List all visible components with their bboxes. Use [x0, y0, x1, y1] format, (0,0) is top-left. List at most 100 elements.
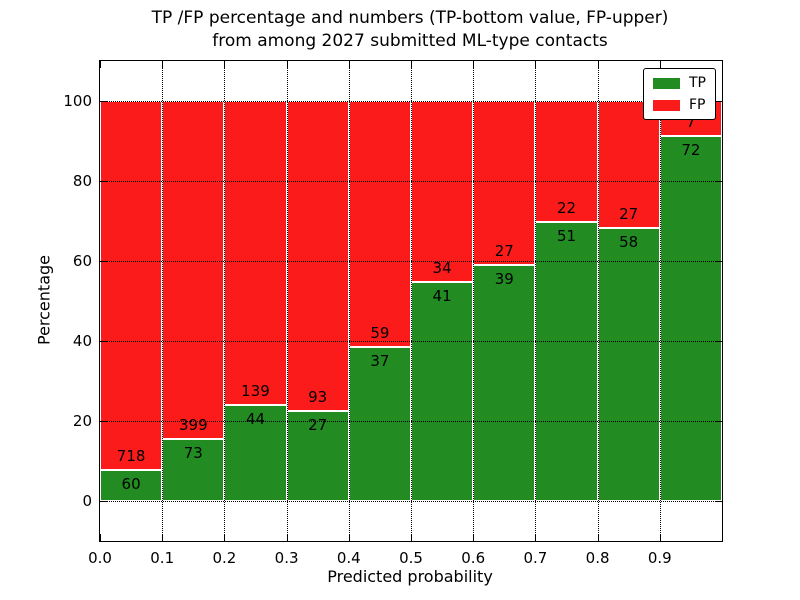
legend-swatch-tp: [653, 77, 680, 89]
x-tick-mark: [224, 61, 226, 68]
y-tick-label: 20: [72, 412, 92, 430]
bar-segment-fp: [473, 101, 536, 265]
y-tick-label: 100: [63, 92, 92, 110]
legend-label-fp: FP: [689, 97, 706, 113]
x-tick-mark: [100, 61, 101, 68]
legend-entry-tp: TP: [653, 76, 706, 90]
grid-line-vertical: [473, 61, 475, 541]
x-tick-mark: [659, 61, 661, 68]
x-tick-mark: [535, 534, 537, 541]
x-tick-mark: [162, 61, 164, 68]
bar-count-label-tp: 73: [183, 444, 203, 463]
grid-line-vertical: [411, 61, 412, 541]
x-tick-label: 0.9: [647, 549, 672, 567]
bar-segment-tp: [473, 264, 536, 501]
bar-count-label-fp: 93: [308, 388, 328, 406]
x-tick-mark: [659, 534, 661, 541]
bar-count-label-tp: 37: [370, 351, 390, 370]
y-tick-mark: [100, 101, 107, 102]
bar-count-label-fp: 22: [556, 198, 577, 217]
x-tick-label: 0.8: [585, 549, 610, 567]
bar-count-label-tp: 41: [432, 287, 452, 306]
bar-segment-tp: [162, 439, 225, 501]
x-tick-mark: [100, 534, 101, 541]
x-axis-label: Predicted probability: [327, 567, 493, 586]
y-tick-label: 0: [82, 492, 92, 510]
x-tick-label: 0.5: [399, 549, 423, 567]
x-tick-mark: [286, 534, 288, 541]
grid-line-vertical: [535, 61, 537, 541]
bar-count-label-tp: 39: [494, 269, 514, 288]
bar-count-label-tp: 72: [681, 141, 701, 160]
x-tick-label: 0.2: [212, 549, 237, 567]
bar-count-label-tp: 44: [245, 409, 266, 428]
x-tick-mark: [411, 534, 412, 541]
y-tick-mark: [100, 341, 107, 342]
chart-title: TP /FP percentage and numbers (TP-bottom…: [152, 7, 669, 53]
bar-count-label-fp: 27: [619, 205, 639, 224]
bar-count-label-fp: 718: [116, 447, 146, 466]
bar-segment-fp: [411, 101, 474, 283]
grid-line-vertical: [597, 61, 599, 541]
y-tick-label: 80: [72, 172, 92, 190]
x-tick-label: 0.4: [336, 549, 361, 567]
x-tick-label: 0.7: [523, 549, 548, 567]
y-tick-mark: [100, 181, 107, 182]
legend-label-tp: TP: [689, 75, 706, 91]
grid-line-horizontal: [100, 181, 722, 182]
grid-line-vertical: [659, 61, 661, 541]
x-tick-mark: [473, 534, 475, 541]
x-tick-mark: [286, 61, 288, 68]
bar-count-label-tp: 60: [121, 475, 141, 494]
bar-count-label-fp: 34: [432, 259, 452, 278]
x-tick-mark: [224, 534, 226, 541]
x-tick-mark: [162, 534, 164, 541]
bar-segment-tp: [659, 136, 722, 501]
bar-segment-fp: [162, 101, 225, 440]
legend-swatch-fp: [653, 99, 680, 111]
bar-segment-tp: [535, 221, 598, 501]
bar-count-label-fp: 399: [178, 416, 208, 435]
chart-title-line1: TP /FP percentage and numbers (TP-bottom…: [151, 8, 669, 28]
x-tick-mark: [411, 61, 412, 68]
y-tick-mark: [715, 261, 722, 262]
bar-count-label-tp: 51: [556, 226, 577, 245]
grid-line-horizontal: [100, 501, 722, 502]
grid-line-vertical: [286, 61, 288, 541]
x-tick-label: 0.0: [88, 549, 112, 567]
y-tick-label: 40: [72, 332, 92, 350]
bar-count-label-tp: 27: [308, 416, 328, 434]
grid-line-horizontal: [100, 341, 722, 342]
x-tick-label: 0.3: [274, 549, 299, 567]
y-tick-mark: [715, 501, 722, 502]
plot-area: TP FP 0.0 0.1 0.2 0.3 0.4 0.5 0.6 0.7 0.8 0.9 0 20 40…: [63, 60, 723, 567]
bar-segment-tp: [100, 470, 163, 501]
chart-title-line2: from among 2027 submitted ML-type contac…: [212, 31, 608, 51]
x-tick-label: 0.6: [461, 549, 486, 567]
x-tick-mark: [535, 61, 537, 68]
bar-segment-fp: [224, 101, 287, 405]
bar-count-label-fp: 139: [241, 381, 270, 400]
grid-line-horizontal: [100, 261, 722, 262]
y-tick-mark: [715, 181, 722, 182]
y-tick-mark: [715, 101, 722, 102]
x-tick-mark: [348, 534, 350, 541]
grid-line-vertical: [162, 61, 164, 541]
y-tick-mark: [715, 421, 722, 422]
legend-entry-fp: FP: [653, 98, 706, 112]
y-tick-mark: [100, 261, 107, 262]
y-tick-mark: [100, 421, 107, 422]
bar-segment-tp: [224, 404, 287, 501]
bar-segment-fp: [348, 101, 411, 347]
y-tick-mark: [100, 501, 107, 502]
x-tick-mark: [597, 534, 599, 541]
bar-segment-tp: [411, 282, 474, 501]
x-tick-mark: [348, 61, 350, 68]
bar-segment-tp: [348, 346, 411, 501]
grid-line-horizontal: [100, 101, 722, 102]
x-tick-mark: [597, 61, 599, 68]
bar-count-label-fp: 27: [494, 241, 514, 260]
y-tick-label: 60: [72, 252, 92, 270]
grid-line-vertical: [348, 61, 350, 541]
